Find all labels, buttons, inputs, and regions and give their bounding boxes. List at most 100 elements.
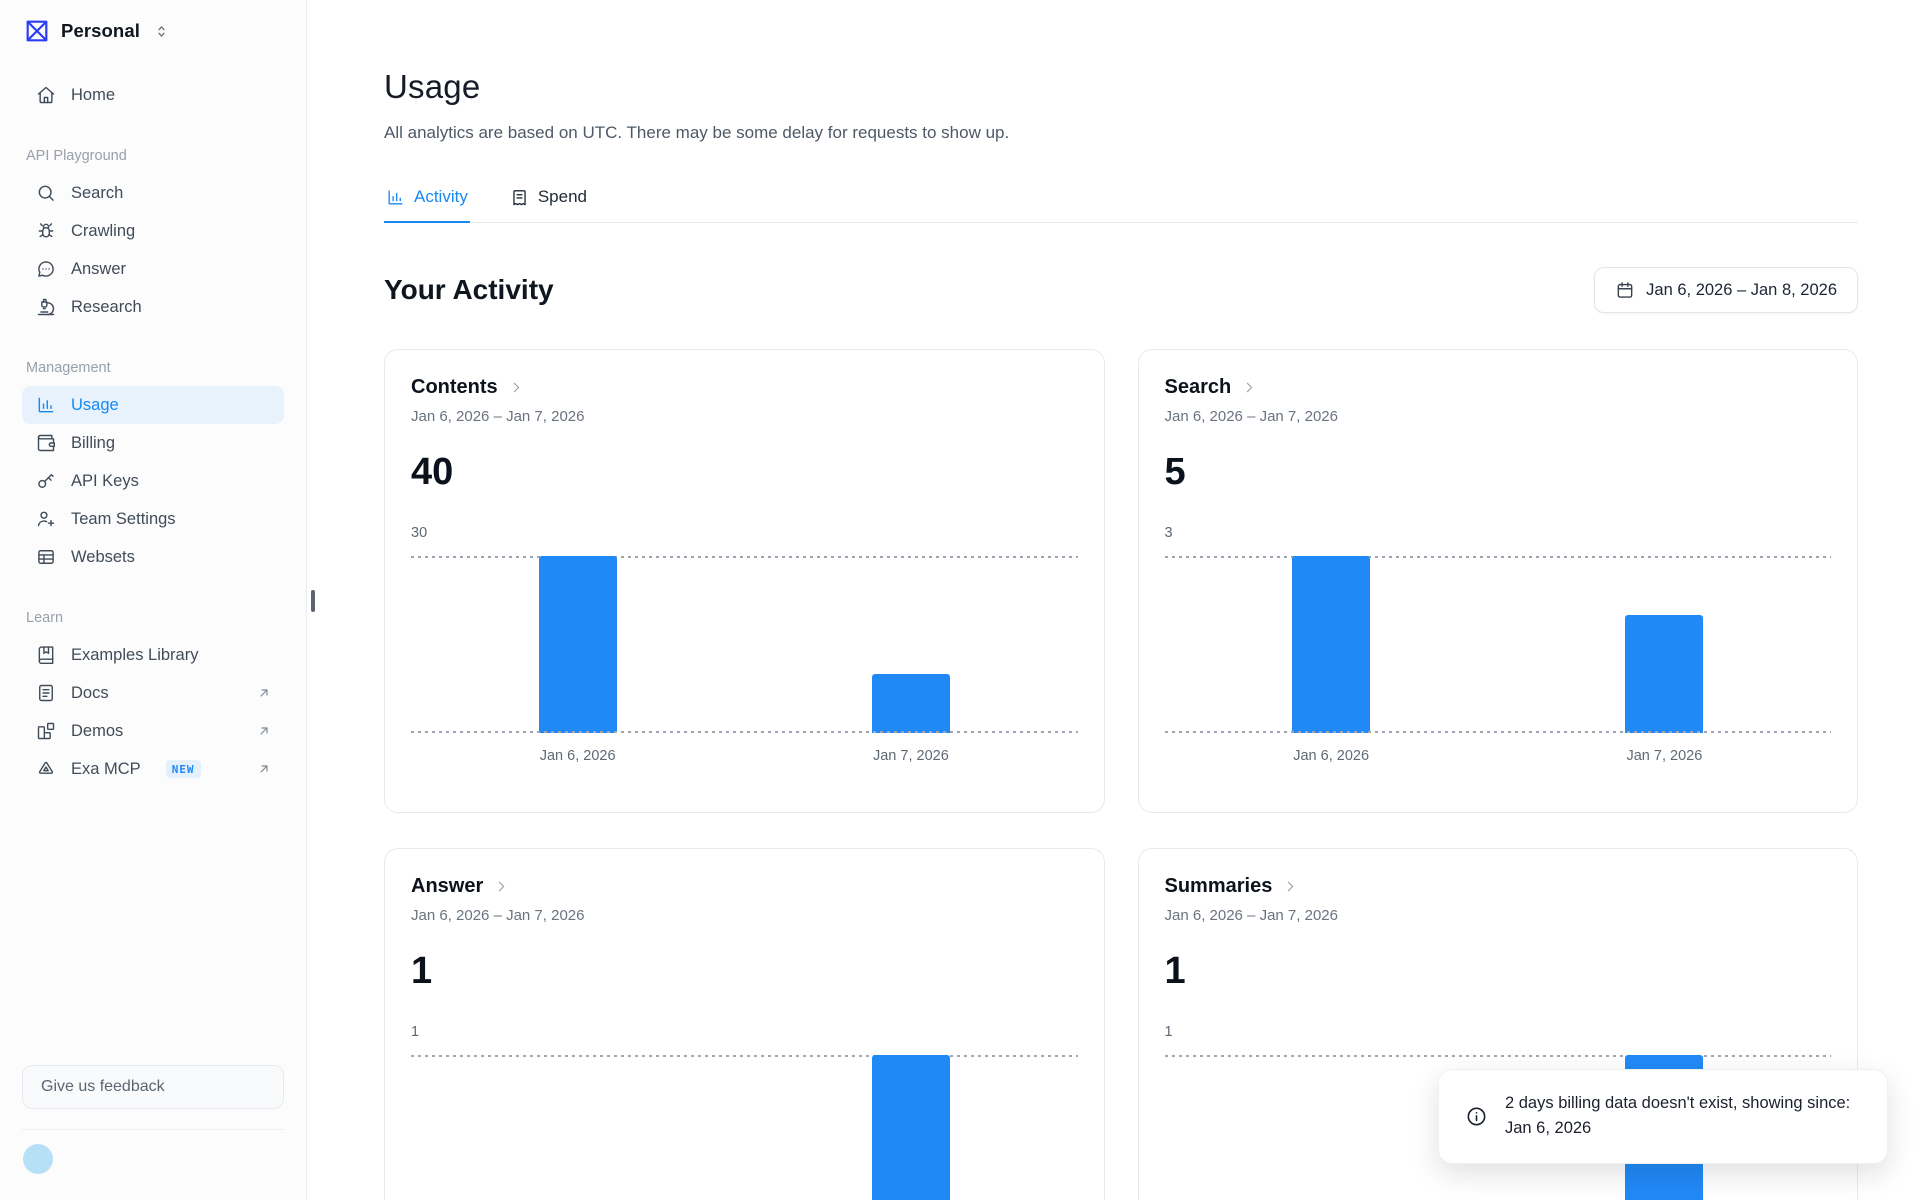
sidebar-item-search[interactable]: Search <box>22 174 284 212</box>
toast-message: 2 days billing data doesn't exist, showi… <box>1505 1093 1851 1138</box>
sidebar-item-label: Examples Library <box>71 645 199 664</box>
metric-card-link[interactable]: Answer <box>411 875 510 898</box>
metric-card-period: Jan 6, 2026 – Jan 7, 2026 <box>1164 408 1338 425</box>
chat-bubble-icon <box>36 259 56 279</box>
bar-chart-icon <box>36 395 56 415</box>
doc-icon <box>36 683 56 703</box>
x-tick-label: Jan 7, 2026 <box>872 748 949 764</box>
blocks-icon <box>36 721 56 741</box>
sidebar-item-team-settings[interactable]: Team Settings <box>22 500 284 538</box>
sidebar-item-label: Docs <box>71 683 109 702</box>
activity-header: Your Activity Jan 6, 2026 – Jan 8, 2026 <box>384 267 1858 313</box>
section-label-api-playground: API Playground <box>26 148 127 164</box>
sidebar-item-api-keys[interactable]: API Keys <box>22 462 284 500</box>
sidebar-item-research[interactable]: Research <box>22 288 284 326</box>
new-badge: NEW <box>165 760 201 778</box>
sidebar-nav-primary: Home <box>22 76 284 114</box>
metric-card-period: Jan 6, 2026 – Jan 7, 2026 <box>411 408 585 425</box>
date-range-button[interactable]: Jan 6, 2026 – Jan 8, 2026 <box>1594 267 1858 313</box>
y-axis-tick-label: 1 <box>1164 1024 1173 1040</box>
bar-chart <box>1164 556 1832 733</box>
sidebar-item-websets[interactable]: Websets <box>22 538 284 576</box>
x-tick-label: Jan 6, 2026 <box>1293 748 1370 764</box>
section-label-management: Management <box>26 360 111 376</box>
calendar-icon <box>1615 280 1635 300</box>
arrow-up-right-icon <box>256 685 272 701</box>
feedback-button[interactable]: Give us feedback <box>22 1065 284 1109</box>
sidebar-item-label: Usage <box>71 395 119 414</box>
sidebar-item-label: Answer <box>71 259 127 278</box>
sidebar-item-examples-library[interactable]: Examples Library <box>22 636 284 674</box>
metric-card-title: Summaries <box>1164 875 1273 897</box>
sidebar-item-label: Websets <box>71 547 135 566</box>
tab-bar: Activity Spend <box>384 187 1858 223</box>
sidebar-item-label: Billing <box>71 433 116 452</box>
sidebar: Personal Home API Playground Search Crawli… <box>0 0 307 1200</box>
main-content: Usage All analytics are based on UTC. Th… <box>307 0 1920 1200</box>
card-search: Search Jan 6, 2026 – Jan 7, 2026 5 3 Jan… <box>1137 349 1858 813</box>
workspace-switcher[interactable]: Personal <box>22 18 284 44</box>
book-icon <box>36 645 56 665</box>
sidebar-item-label: Exa MCP <box>71 759 141 778</box>
tab-activity[interactable]: Activity <box>384 187 470 223</box>
footer-divider <box>22 1129 284 1130</box>
section-label-learn: Learn <box>26 610 64 626</box>
x-axis-labels: Jan 6, 2026 Jan 7, 2026 <box>1165 733 1832 773</box>
bar-jan-6-2026 <box>538 556 617 733</box>
metric-card-period: Jan 6, 2026 – Jan 7, 2026 <box>411 907 585 924</box>
metric-card-link[interactable]: Summaries <box>1165 875 1300 898</box>
y-axis-tick-label: 1 <box>411 1024 420 1040</box>
wallet-icon <box>36 433 56 453</box>
table-icon <box>36 547 56 567</box>
sidebar-item-home[interactable]: Home <box>22 76 284 114</box>
sidebar-item-crawling[interactable]: Crawling <box>22 212 284 250</box>
sidebar-item-billing[interactable]: Billing <box>22 424 284 462</box>
bug-icon <box>36 221 56 241</box>
tab-label: Spend <box>537 187 588 206</box>
sidebar-item-label: Search <box>71 183 124 202</box>
sidebar-item-answer[interactable]: Answer <box>22 250 284 288</box>
toast-notification: 2 days billing data doesn't exist, showi… <box>1438 1068 1888 1164</box>
x-axis-labels: Jan 6, 2026 Jan 7, 2026 <box>411 733 1078 773</box>
info-icon <box>1465 1105 1488 1128</box>
sidebar-item-label: Crawling <box>71 221 136 240</box>
user-plus-icon <box>36 509 56 529</box>
your-activity-heading: Your Activity <box>384 274 554 305</box>
workspace-name: Personal <box>61 20 140 41</box>
chevron-right-icon <box>1241 379 1258 396</box>
sidebar-section-api-playground: Search Crawling Answer Research <box>22 174 284 326</box>
metric-card-total: 5 <box>1164 451 1186 493</box>
tab-label: Activity <box>414 187 468 206</box>
sidebar-section-management: Usage Billing API Keys Team Settings Websets <box>22 386 284 576</box>
chevrons-up-down-icon <box>153 23 170 40</box>
microscope-icon <box>36 297 56 317</box>
receipt-icon <box>510 188 529 207</box>
date-range-value: Jan 6, 2026 – Jan 8, 2026 <box>1646 280 1837 299</box>
card-contents: Contents Jan 6, 2026 – Jan 7, 2026 40 30… <box>384 349 1105 813</box>
exa-logo-icon <box>24 18 50 44</box>
metric-card-title: Contents <box>411 376 498 398</box>
sidebar-resize-handle[interactable] <box>311 590 315 612</box>
bar-jan-6-2026 <box>1292 556 1371 733</box>
sidebar-item-demos[interactable]: Demos <box>22 712 284 750</box>
sidebar-item-usage[interactable]: Usage <box>22 386 284 424</box>
avatar[interactable] <box>23 1144 53 1174</box>
sidebar-section-learn: Examples Library Docs Demos Exa MCP NEW <box>22 636 284 788</box>
metric-card-link[interactable]: Search <box>1165 376 1259 399</box>
tab-spend[interactable]: Spend <box>508 187 589 223</box>
x-tick-label: Jan 6, 2026 <box>539 748 616 764</box>
sidebar-item-docs[interactable]: Docs <box>22 674 284 712</box>
chevron-right-icon <box>508 379 525 396</box>
bar-jan-7-2026 <box>871 1055 950 1200</box>
metric-card-link[interactable]: Contents <box>411 376 525 399</box>
sidebar-footer: Give us feedback <box>22 1065 284 1174</box>
sidebar-item-label: Demos <box>71 721 124 740</box>
sidebar-nav-sections: API Playground Search Crawling Answer Resear… <box>22 114 284 788</box>
sidebar-item-label: Research <box>71 297 142 316</box>
bar-chart <box>411 1055 1078 1200</box>
bar-jan-7-2026 <box>871 674 950 733</box>
activity-cards-grid: Contents Jan 6, 2026 – Jan 7, 2026 40 30… <box>384 349 1858 1200</box>
bar-chart-icon <box>386 188 405 207</box>
sidebar-item-exa-mcp[interactable]: Exa MCP NEW <box>22 750 284 788</box>
search-icon <box>36 183 56 203</box>
